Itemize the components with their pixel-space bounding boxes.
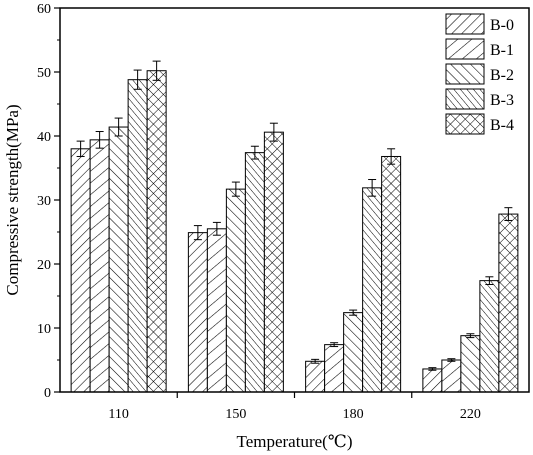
legend-label-B-4: B-4: [490, 117, 514, 134]
error-bar-B-3-110: [133, 69, 142, 90]
bar-B-3-220: [479, 280, 500, 393]
legend-item-B-0: B-0: [445, 13, 514, 35]
error-bar-B-3-150: [250, 145, 259, 160]
x-tick-label-110: 110: [108, 407, 128, 422]
y-tick-label-40: 40: [37, 130, 51, 145]
error-bar-B-2-150: [231, 181, 240, 197]
bar-B-4-110: [146, 70, 167, 393]
error-bar-B-0-110: [76, 140, 85, 157]
bar-B-3-150: [244, 152, 265, 393]
y-axis-title: Compressive strength(MPa): [3, 104, 22, 295]
error-bar-B-2-220: [466, 333, 475, 339]
legend-item-B-2: B-2: [445, 63, 514, 85]
error-bar-B-4-150: [269, 122, 278, 142]
error-bar-B-4-220: [504, 207, 513, 221]
bar-B-1-180: [324, 344, 345, 393]
legend-label-B-1: B-1: [490, 42, 514, 59]
x-tick-label-220: 220: [460, 407, 481, 422]
error-bar-B-1-110: [95, 131, 104, 149]
legend-item-B-3: B-3: [445, 88, 514, 110]
bar-B-2-220: [460, 335, 481, 393]
bar-B-0-220: [422, 368, 443, 393]
error-bar-B-0-150: [193, 225, 202, 241]
legend-item-B-1: B-1: [445, 38, 514, 60]
error-bar-B-3-220: [485, 276, 494, 285]
error-bar-B-0-220: [428, 367, 437, 371]
legend: B-0 B-1 B-2 B-3 B-4: [445, 13, 514, 135]
y-tick-label-0: 0: [44, 386, 51, 401]
y-tick-label-10: 10: [37, 322, 51, 337]
legend-label-B-0: B-0: [490, 17, 514, 34]
legend-label-B-3: B-3: [490, 92, 514, 109]
bar-B-2-110: [108, 126, 129, 393]
bar-B-1-220: [441, 359, 462, 393]
bar-B-4-150: [263, 131, 284, 393]
bar-B-0-150: [187, 232, 208, 393]
error-bar-B-2-180: [349, 309, 358, 316]
y-tick-label-60: 60: [37, 2, 51, 17]
error-bar-B-3-180: [368, 179, 377, 197]
legend-swatch-B-3: [445, 88, 485, 110]
bar-B-2-180: [343, 312, 364, 393]
bar-B-2-150: [225, 188, 246, 393]
x-tick-label-150: 150: [225, 407, 246, 422]
y-tick-label-20: 20: [37, 258, 51, 273]
x-tick-label-180: 180: [343, 407, 364, 422]
bar-B-4-180: [381, 155, 402, 393]
x-axis-title: Temperature(℃): [237, 432, 353, 451]
legend-swatch-B-0: [445, 13, 485, 35]
bar-B-0-180: [305, 360, 326, 393]
axes-layer: 110 150 180 220 0 10 20 30 40 50 60: [37, 2, 530, 422]
legend-swatch-B-4: [445, 113, 485, 135]
error-bar-B-1-180: [330, 342, 339, 348]
y-tick-label-50: 50: [37, 66, 51, 81]
error-bar-B-0-180: [311, 358, 320, 364]
legend-label-B-2: B-2: [490, 67, 514, 84]
bar-B-0-110: [70, 148, 91, 393]
y-tick-label-30: 30: [37, 194, 51, 209]
bar-B-3-110: [127, 79, 148, 393]
error-bar-B-4-180: [387, 148, 396, 165]
bar-B-1-150: [206, 228, 227, 393]
bar-B-4-220: [498, 213, 519, 393]
bar-B-1-110: [89, 139, 110, 393]
error-bar-B-4-110: [152, 60, 161, 81]
error-bar-B-2-110: [114, 117, 123, 137]
legend-swatch-B-2: [445, 63, 485, 85]
error-bar-B-1-150: [212, 221, 221, 236]
error-bar-B-1-220: [447, 358, 456, 362]
bar-B-3-180: [362, 187, 383, 393]
legend-item-B-4: B-4: [445, 113, 514, 135]
legend-swatch-B-1: [445, 38, 485, 60]
bars-layer: [70, 60, 519, 393]
